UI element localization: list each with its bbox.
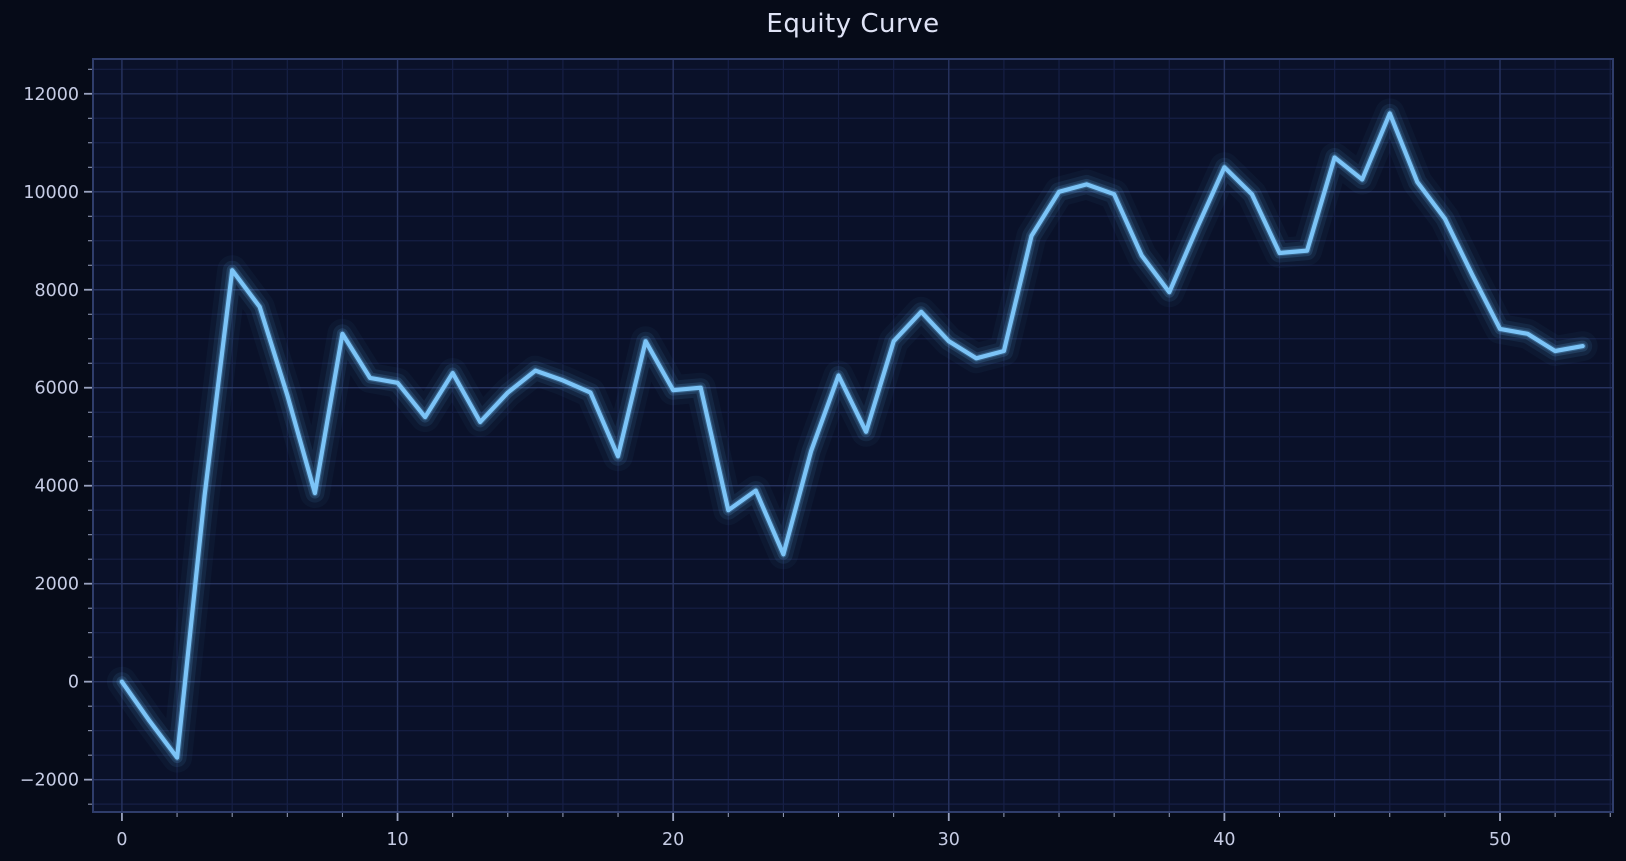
x-tick-label: 50 — [1489, 830, 1511, 850]
x-tick-label: 30 — [938, 830, 960, 850]
y-tick-label: 6000 — [34, 379, 79, 399]
y-tick-label: 12000 — [23, 85, 79, 105]
y-tick-label: 10000 — [23, 183, 79, 203]
y-tick-label: −2000 — [20, 771, 79, 791]
y-tick-label: 0 — [68, 673, 79, 693]
y-tick-label: 2000 — [34, 575, 79, 595]
y-tick-label: 4000 — [34, 477, 79, 497]
x-tick-label: 10 — [386, 830, 408, 850]
plot-background — [93, 59, 1613, 812]
x-tick-label: 20 — [662, 830, 684, 850]
equity-line — [119, 111, 1585, 760]
y-tick-label: 8000 — [34, 281, 79, 301]
x-tick-label: 40 — [1213, 830, 1235, 850]
axes-spines — [92, 58, 1614, 813]
chart-title: Equity Curve — [766, 9, 940, 39]
x-tick-label: 0 — [116, 830, 127, 850]
